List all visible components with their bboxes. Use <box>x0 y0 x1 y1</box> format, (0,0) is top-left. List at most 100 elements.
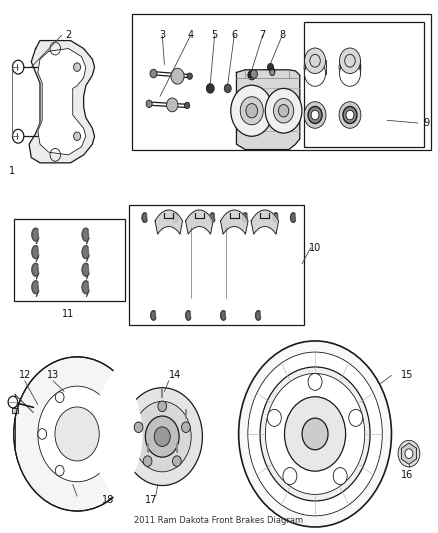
Polygon shape <box>221 210 248 234</box>
Text: 6: 6 <box>231 30 237 41</box>
Bar <box>14 219 125 301</box>
Circle shape <box>206 84 214 93</box>
Text: 14: 14 <box>169 370 181 381</box>
Text: 3: 3 <box>159 30 165 41</box>
Circle shape <box>285 397 346 471</box>
Circle shape <box>339 61 360 86</box>
Circle shape <box>271 68 275 74</box>
Polygon shape <box>290 213 296 222</box>
Polygon shape <box>256 311 261 320</box>
Text: 10: 10 <box>309 243 321 253</box>
Circle shape <box>182 422 190 433</box>
Text: 2011 Ram Dakota Front Brakes Diagram: 2011 Ram Dakota Front Brakes Diagram <box>134 516 304 525</box>
Circle shape <box>146 100 152 108</box>
Circle shape <box>339 48 360 74</box>
Circle shape <box>150 69 157 78</box>
Wedge shape <box>77 369 143 499</box>
Circle shape <box>239 341 392 527</box>
Circle shape <box>158 401 166 411</box>
Circle shape <box>231 85 273 136</box>
Polygon shape <box>32 246 39 259</box>
Circle shape <box>343 59 357 75</box>
Polygon shape <box>82 228 89 241</box>
Circle shape <box>265 374 365 495</box>
Circle shape <box>133 401 191 472</box>
Circle shape <box>166 98 178 112</box>
Circle shape <box>304 102 326 128</box>
Circle shape <box>154 427 170 447</box>
Circle shape <box>339 54 361 80</box>
Polygon shape <box>32 281 39 294</box>
Circle shape <box>12 130 24 143</box>
Circle shape <box>240 96 263 125</box>
Circle shape <box>260 367 370 501</box>
Circle shape <box>224 84 231 93</box>
Circle shape <box>74 132 81 141</box>
Polygon shape <box>251 210 279 234</box>
Circle shape <box>265 88 302 133</box>
Polygon shape <box>186 311 191 320</box>
Text: 1: 1 <box>9 166 14 176</box>
Polygon shape <box>401 443 417 464</box>
Circle shape <box>184 102 190 109</box>
Circle shape <box>134 422 143 433</box>
Circle shape <box>268 63 274 71</box>
Bar <box>12 408 18 413</box>
Bar <box>132 14 431 150</box>
Circle shape <box>349 409 363 426</box>
Text: 4: 4 <box>187 30 194 41</box>
Circle shape <box>398 440 420 467</box>
Circle shape <box>333 467 347 484</box>
Polygon shape <box>151 311 156 320</box>
Polygon shape <box>142 213 147 222</box>
Text: 13: 13 <box>47 370 59 381</box>
Text: 2: 2 <box>65 30 71 41</box>
Text: 9: 9 <box>424 118 429 128</box>
Polygon shape <box>221 311 226 320</box>
Circle shape <box>304 48 325 74</box>
Polygon shape <box>173 213 177 222</box>
Circle shape <box>267 409 281 426</box>
Circle shape <box>405 449 413 458</box>
Circle shape <box>38 429 47 439</box>
Circle shape <box>8 396 18 408</box>
Text: 11: 11 <box>62 309 74 319</box>
Circle shape <box>55 407 99 461</box>
Circle shape <box>187 73 192 79</box>
Circle shape <box>246 103 258 118</box>
Circle shape <box>55 392 64 402</box>
Circle shape <box>339 102 361 128</box>
Polygon shape <box>82 281 89 294</box>
Circle shape <box>308 107 322 124</box>
Text: 7: 7 <box>260 30 266 41</box>
Circle shape <box>343 107 357 124</box>
Polygon shape <box>38 49 86 155</box>
Bar <box>304 22 424 147</box>
Circle shape <box>302 418 328 450</box>
Circle shape <box>55 465 64 476</box>
Text: 18: 18 <box>102 495 114 505</box>
Circle shape <box>251 70 258 78</box>
Polygon shape <box>210 213 215 222</box>
Circle shape <box>311 110 319 120</box>
Circle shape <box>283 467 297 484</box>
Circle shape <box>308 373 322 390</box>
Text: 15: 15 <box>401 370 413 381</box>
Circle shape <box>14 357 141 511</box>
Bar <box>130 205 304 325</box>
Circle shape <box>143 456 152 466</box>
Circle shape <box>308 59 321 75</box>
Polygon shape <box>186 210 213 234</box>
Circle shape <box>304 61 325 86</box>
Polygon shape <box>155 210 183 234</box>
Polygon shape <box>32 228 39 241</box>
Circle shape <box>248 352 382 516</box>
Text: 17: 17 <box>145 495 158 505</box>
Polygon shape <box>243 213 247 222</box>
Circle shape <box>171 68 184 84</box>
Text: 5: 5 <box>212 30 218 41</box>
Circle shape <box>38 386 117 482</box>
Circle shape <box>145 416 179 457</box>
Circle shape <box>346 110 354 120</box>
Circle shape <box>12 60 24 74</box>
